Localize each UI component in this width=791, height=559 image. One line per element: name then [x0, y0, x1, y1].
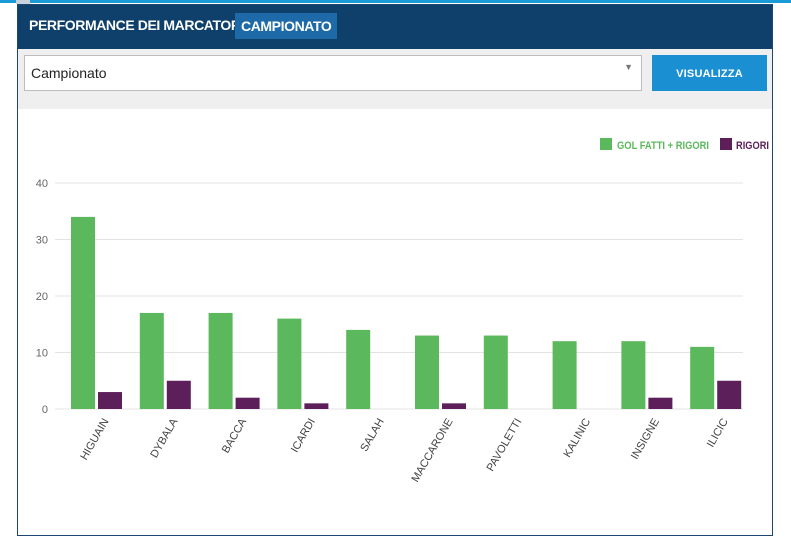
legend-label-goals: GOL FATTI + RIGORI	[617, 140, 709, 152]
top-accent-line	[0, 0, 791, 3]
x-tick-label: BACCA	[220, 416, 250, 455]
bar-penalties	[442, 403, 466, 409]
bar-goals	[552, 341, 577, 409]
competition-badge: CAMPIONATO	[235, 13, 338, 39]
legend-swatch-goals	[600, 138, 612, 150]
bar-chart: 0 10 20 30 40 HIGUAIN DYBALA BACCA ICARDI SALAH MA…	[36, 138, 769, 485]
bar-goals	[139, 312, 164, 409]
scorers-widget: PERFORMANCE DEI MARCATORI IN CAMPIONATO …	[17, 4, 773, 536]
x-tick-label: ILICIC	[705, 416, 731, 449]
bar-goals	[346, 329, 371, 409]
x-tick-label: SALAH	[358, 416, 386, 453]
competition-select-value: Campionato	[31, 65, 107, 81]
visualizza-button[interactable]: VISUALIZZA	[652, 55, 767, 91]
bar-penalties	[648, 397, 673, 409]
legend-label-penalties: RIGORI	[736, 140, 769, 152]
x-tick-label: MACCARONE	[409, 417, 455, 485]
bar-goals	[621, 341, 646, 409]
bar-penalties	[166, 380, 191, 409]
bar-goals	[208, 312, 233, 409]
bar-penalties	[98, 392, 122, 409]
widget-title: PERFORMANCE DEI MARCATORI IN	[29, 17, 261, 33]
x-tick-label: PAVOLETTI	[485, 417, 525, 474]
bar-penalties	[717, 380, 742, 409]
widget-header: PERFORMANCE DEI MARCATORI IN CAMPIONATO	[18, 5, 772, 49]
y-tick-label: 40	[36, 178, 48, 190]
bar-penalties	[304, 403, 329, 409]
bar-goals	[483, 335, 508, 409]
x-tick-label: HIGUAIN	[78, 416, 111, 462]
y-tick-label: 0	[42, 404, 48, 416]
corner-tab	[16, 0, 30, 4]
controls-bar: Campionato ▼ VISUALIZZA	[18, 49, 772, 109]
x-tick-label: KALINIC	[561, 416, 593, 459]
y-tick-label: 30	[36, 235, 48, 247]
y-tick-label: 20	[36, 291, 48, 303]
competition-select[interactable]: Campionato ▼	[24, 55, 642, 91]
bar-penalties	[235, 397, 260, 409]
x-tick-label: DYBALA	[148, 416, 180, 460]
dropdown-arrow-icon: ▼	[624, 62, 633, 72]
bar-goals	[277, 318, 302, 409]
x-tick-label: INSIGNE	[629, 417, 662, 462]
y-tick-label: 10	[36, 348, 48, 360]
x-tick-label: ICARDI	[289, 417, 318, 455]
bar-goals	[690, 346, 715, 409]
legend-swatch-penalties	[720, 138, 732, 150]
bar-goals	[415, 335, 439, 409]
bar-goals	[71, 216, 95, 409]
